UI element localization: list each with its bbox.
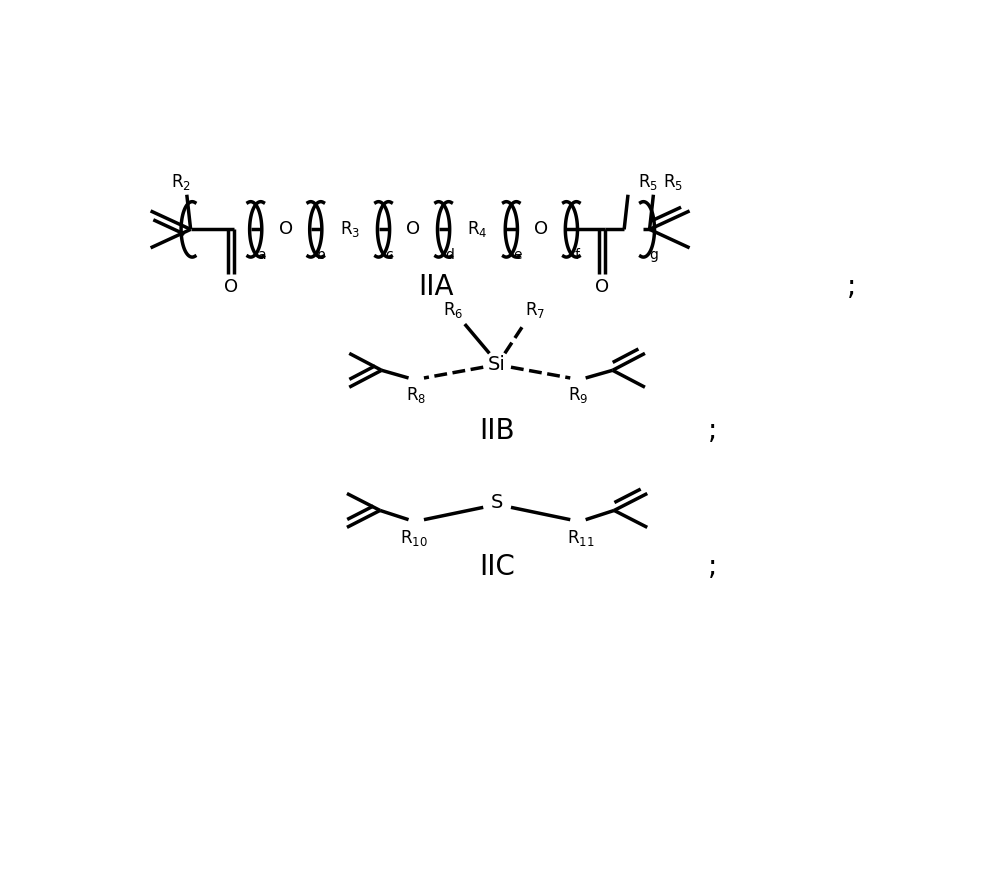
Text: Si: Si	[488, 355, 506, 373]
Text: IIC: IIC	[479, 553, 515, 581]
Text: R$_4$: R$_4$	[467, 220, 488, 240]
Text: O: O	[534, 221, 548, 238]
Text: O: O	[595, 278, 609, 296]
Text: c: c	[385, 249, 393, 262]
Text: R$_5$: R$_5$	[663, 172, 684, 192]
Text: O: O	[279, 221, 293, 238]
Text: R$_{10}$: R$_{10}$	[400, 528, 428, 548]
Text: IIA: IIA	[418, 273, 453, 301]
Text: f: f	[575, 249, 580, 262]
Text: b: b	[317, 249, 326, 262]
Text: ;: ;	[708, 553, 717, 581]
Text: R$_2$: R$_2$	[171, 172, 191, 192]
Text: d: d	[445, 249, 454, 262]
Text: ;: ;	[847, 273, 856, 301]
Text: a: a	[257, 249, 266, 262]
Text: e: e	[513, 249, 521, 262]
Text: R$_5$: R$_5$	[638, 172, 658, 192]
Text: R$_{11}$: R$_{11}$	[567, 528, 594, 548]
Text: R$_8$: R$_8$	[406, 385, 426, 405]
Text: S: S	[491, 494, 503, 512]
Text: R$_7$: R$_7$	[525, 300, 546, 320]
Text: IIB: IIB	[479, 417, 515, 445]
Text: g: g	[650, 249, 659, 262]
Text: R$_3$: R$_3$	[340, 220, 360, 240]
Text: ;: ;	[708, 417, 717, 445]
Text: R$_9$: R$_9$	[568, 385, 588, 405]
Text: O: O	[406, 221, 421, 238]
Text: R$_6$: R$_6$	[443, 300, 463, 320]
Text: O: O	[224, 278, 238, 296]
